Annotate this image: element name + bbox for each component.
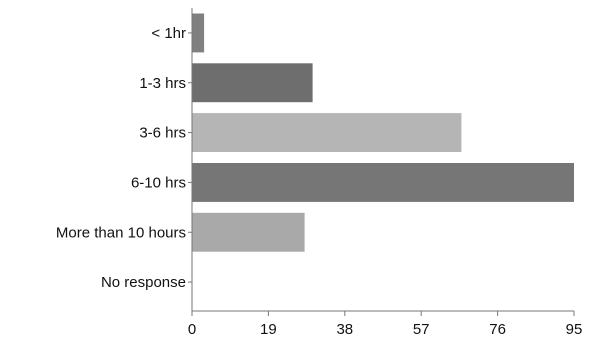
category-label: 6-10 hrs [131,174,186,191]
bar [192,212,305,252]
category-label: 1-3 hrs [139,75,186,92]
axes-group [188,8,575,316]
x-tick-label: 0 [188,321,196,338]
category-label: No response [101,274,186,291]
x-tick-label: 19 [260,321,277,338]
x-tick-label: 57 [413,321,430,338]
labels-group: < 1hr 1-3 hrs 3-6 hrs 6-10 hrs More than 10 … [56,25,582,338]
category-label: < 1hr [151,25,186,42]
x-tick-label: 38 [336,321,353,338]
bar [192,113,462,152]
x-tick-label: 95 [566,321,583,338]
bar [192,63,313,103]
category-label: 3-6 hrs [139,125,186,142]
bars-group [192,13,574,252]
category-label: More than 10 hours [56,224,186,241]
bar [192,13,205,53]
x-tick-label: 76 [489,321,506,338]
bar [192,163,574,202]
